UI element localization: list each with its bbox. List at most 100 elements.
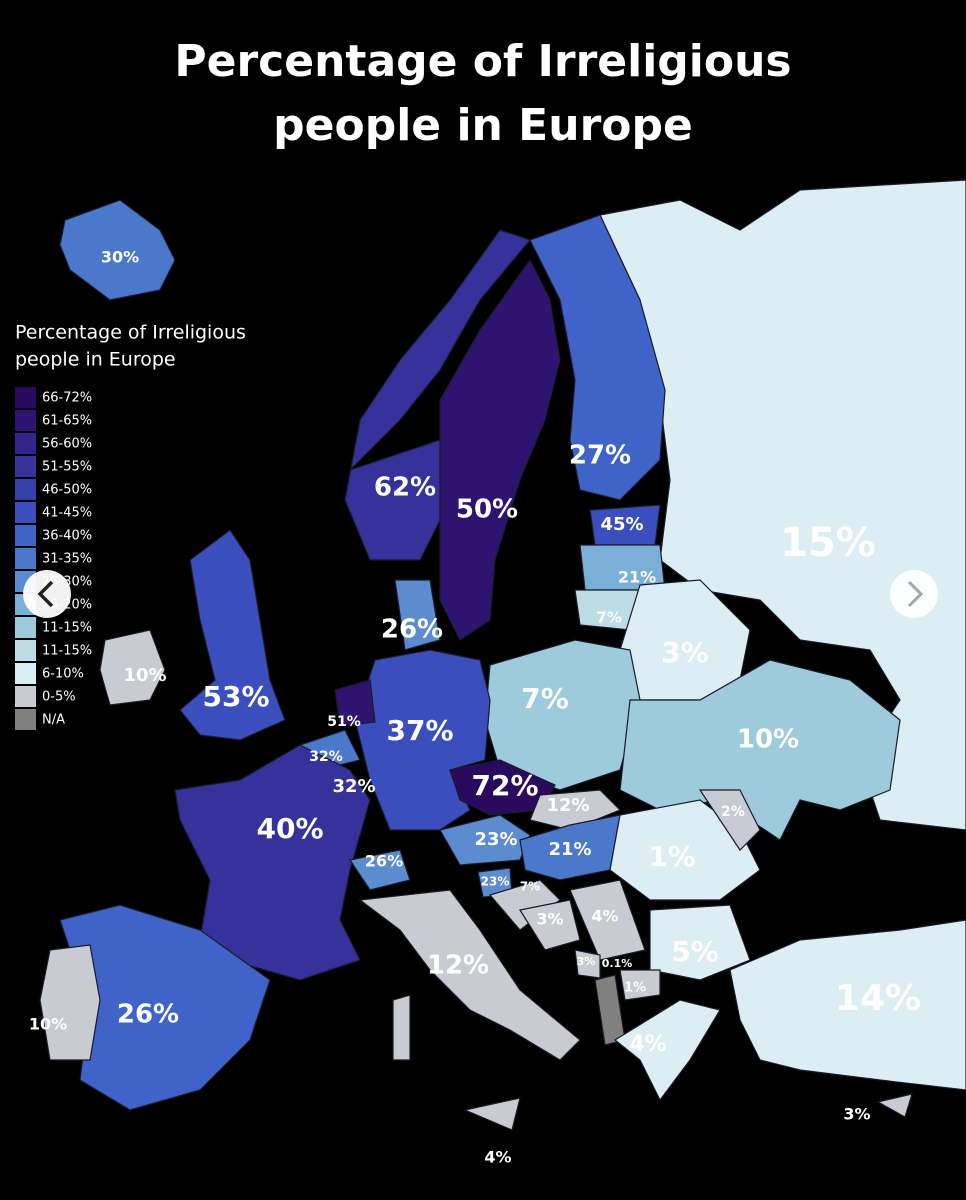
title: Percentage of Irreligious xyxy=(174,36,791,87)
legend-swatch xyxy=(15,433,36,454)
ireland xyxy=(99,629,166,706)
region-label: 0.1% xyxy=(602,957,633,970)
region-label: 12% xyxy=(427,951,489,981)
legend: 66-72% 61-65% 56-60% 51-55% 46-50% 41-45% 36-4… xyxy=(15,387,92,730)
region-label: 37% xyxy=(386,714,453,747)
region-label: 51% xyxy=(327,714,361,730)
legend-swatch xyxy=(15,709,36,730)
legend-label: 56-60% xyxy=(42,437,92,452)
next-button[interactable] xyxy=(890,570,938,618)
italy xyxy=(358,889,581,1061)
north-macedonia xyxy=(619,969,661,1001)
region-label: 10% xyxy=(737,725,799,755)
legend-swatch xyxy=(15,548,36,569)
region-label: 10% xyxy=(29,1015,67,1034)
legend-title: people in Europe xyxy=(15,349,176,371)
region-label: 4% xyxy=(591,907,618,926)
region-label: 1% xyxy=(624,981,646,996)
land xyxy=(39,179,966,1131)
region-label: 10% xyxy=(123,665,166,686)
legend-swatch xyxy=(15,387,36,408)
legend-title: Percentage of Irreligious xyxy=(15,322,246,344)
legend-label: N/A xyxy=(42,713,65,728)
legend-label: 11-15% xyxy=(42,621,92,636)
bulgaria xyxy=(649,904,751,981)
legend-swatch xyxy=(15,502,36,523)
region-label: 21% xyxy=(618,568,656,587)
legend-swatch xyxy=(15,686,36,707)
legend-label: 0-5% xyxy=(42,690,76,705)
moldova xyxy=(698,789,761,851)
region-label: 7% xyxy=(521,682,569,715)
title: people in Europe xyxy=(273,100,693,151)
legend-label: 36-40% xyxy=(42,529,92,544)
prev-button-bg[interactable] xyxy=(23,570,71,618)
next-button-bg[interactable] xyxy=(890,570,938,618)
russia xyxy=(599,179,966,831)
legend-label: 46-50% xyxy=(42,483,92,498)
sweden xyxy=(439,258,561,641)
netherlands xyxy=(334,679,376,727)
labels: 30% 62% 50% 27% 45% 21% 15% 7% 3% 26% 10% 53% 7% 37% 1… xyxy=(29,248,921,1167)
region-label: 30% xyxy=(101,248,139,267)
next-icon[interactable] xyxy=(907,580,924,608)
legend-swatch xyxy=(15,410,36,431)
region-label: 7% xyxy=(596,609,621,627)
region-label: 23% xyxy=(481,875,510,889)
france xyxy=(174,744,371,981)
region-label: 7% xyxy=(520,880,540,894)
montenegro xyxy=(574,949,601,979)
romania xyxy=(609,799,761,901)
legend-swatch xyxy=(15,479,36,500)
legend-label: 6-10% xyxy=(42,667,84,682)
sardinia xyxy=(392,994,411,1061)
region-label: 23% xyxy=(474,829,517,850)
region-label: 2% xyxy=(721,804,745,820)
region-label: 32% xyxy=(309,749,343,765)
switzerland xyxy=(349,849,411,891)
region-label: 72% xyxy=(471,769,538,802)
region-label: 5% xyxy=(671,935,719,968)
uk xyxy=(179,529,286,741)
region-label: 3% xyxy=(536,910,563,929)
region-label: 26% xyxy=(117,1000,179,1030)
region-label: 26% xyxy=(381,615,443,645)
region-label: 3% xyxy=(661,636,709,669)
serbia xyxy=(569,879,646,961)
region-label: 40% xyxy=(256,812,323,845)
legend-swatch xyxy=(15,663,36,684)
region-label: 12% xyxy=(546,795,589,816)
prev-icon[interactable] xyxy=(37,580,54,608)
cyprus xyxy=(876,1093,913,1118)
finland xyxy=(529,214,666,501)
region-label: 1% xyxy=(648,840,696,873)
region-label: 14% xyxy=(835,978,921,1019)
legend-label: 66-72% xyxy=(42,391,92,406)
turkey xyxy=(729,919,966,1091)
legend-label: 51-55% xyxy=(42,460,92,475)
region-label: 4% xyxy=(484,1148,511,1167)
region-label: 21% xyxy=(548,839,591,860)
region-label: 45% xyxy=(600,514,643,535)
legend-swatch xyxy=(15,525,36,546)
poland xyxy=(484,639,641,791)
legend-label: 41-45% xyxy=(42,506,92,521)
legend-label: 11-15% xyxy=(42,644,92,659)
legend-label: 31-35% xyxy=(42,552,92,567)
legend-label: 61-65% xyxy=(42,414,92,429)
bosnia xyxy=(519,899,581,951)
prev-button[interactable] xyxy=(23,570,71,618)
denmark xyxy=(394,579,441,651)
portugal xyxy=(39,944,101,1061)
region-label: 3% xyxy=(843,1105,870,1124)
legend-swatch xyxy=(15,617,36,638)
region-label: 27% xyxy=(569,441,631,471)
norway xyxy=(344,229,532,561)
legend-swatch xyxy=(15,640,36,661)
region-label: 32% xyxy=(332,776,375,797)
region-label: 26% xyxy=(365,852,403,871)
region-label: 3% xyxy=(577,955,596,968)
legend-swatch xyxy=(15,456,36,477)
region-label: 53% xyxy=(202,680,269,713)
